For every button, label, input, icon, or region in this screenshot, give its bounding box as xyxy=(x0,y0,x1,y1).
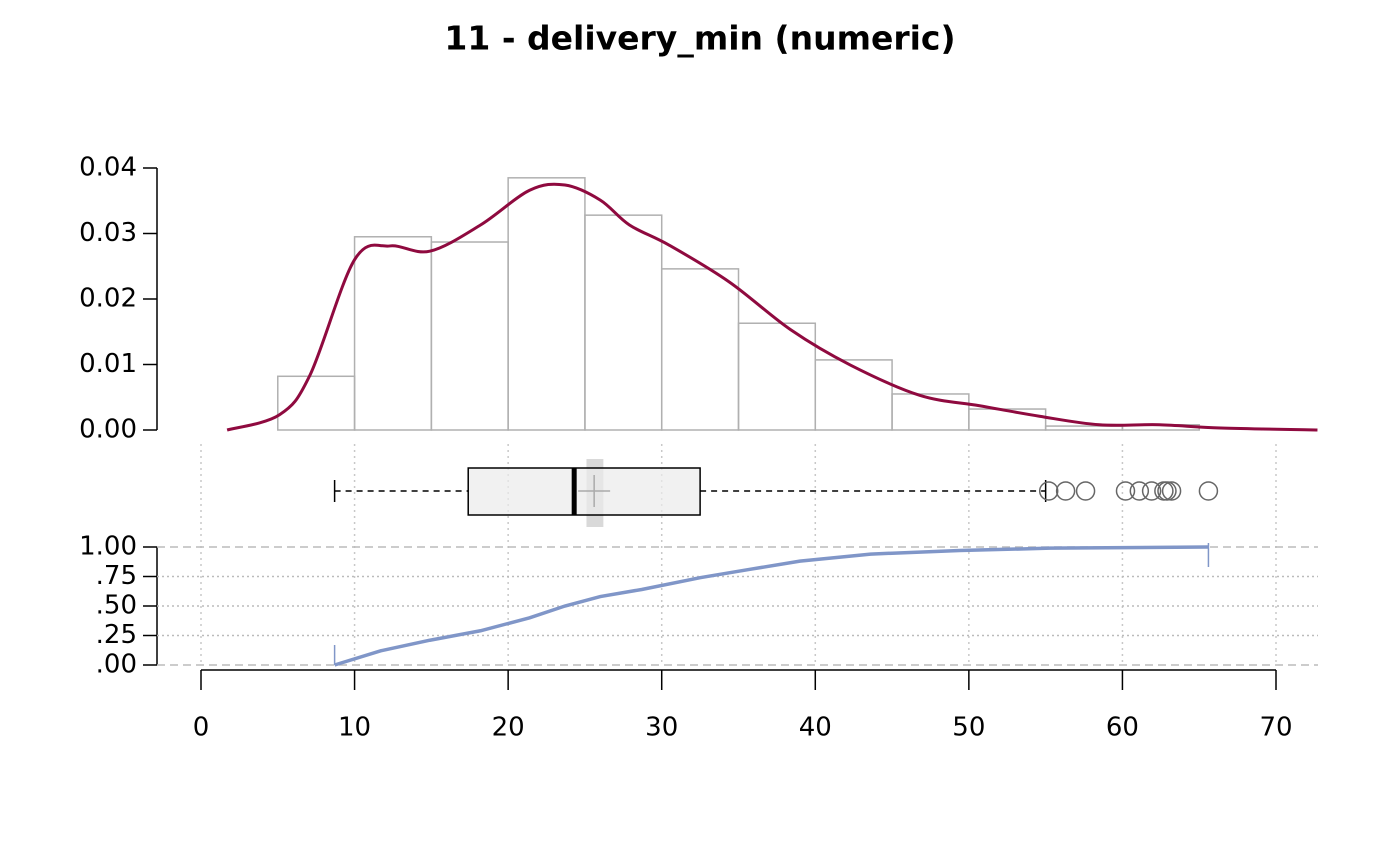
outlier xyxy=(1038,481,1059,501)
outlier xyxy=(1141,481,1162,501)
ecdf-line xyxy=(334,545,1209,667)
x-tick-label: 30 xyxy=(645,713,678,743)
outlier xyxy=(1161,481,1182,501)
x-tick-label: 20 xyxy=(492,713,525,743)
histogram-bar xyxy=(968,408,1047,431)
histogram-bar xyxy=(814,359,893,431)
x-tick-label: 60 xyxy=(1106,713,1139,743)
x-tick-label: 0 xyxy=(193,713,210,743)
y-tick-label: .25 xyxy=(96,620,137,650)
y-tick-label: 0.04 xyxy=(79,153,137,183)
outlier xyxy=(1157,481,1177,501)
outlier xyxy=(1198,481,1219,501)
histogram-bar xyxy=(430,241,509,431)
y-tick-label: 1.00 xyxy=(79,532,137,562)
histogram-bar xyxy=(507,177,586,431)
x-tick-label: 70 xyxy=(1259,713,1292,743)
outlier xyxy=(1115,481,1136,501)
outlier xyxy=(1055,481,1076,501)
y-tick-label: 0.00 xyxy=(79,415,137,445)
histogram-bar xyxy=(660,268,740,431)
x-tick-label: 10 xyxy=(338,713,371,743)
y-tick-label: .75 xyxy=(96,561,137,591)
histogram-bar xyxy=(277,375,356,431)
y-tick-label: 0.01 xyxy=(79,349,137,379)
x-tick-label: 40 xyxy=(799,713,832,743)
density-line xyxy=(226,182,1318,432)
y-tick-label: .00 xyxy=(96,650,137,680)
outlier xyxy=(1075,481,1096,501)
y-tick-label: .50 xyxy=(96,591,137,621)
chart-title: 11 - delivery_min (numeric) xyxy=(444,19,955,58)
y-tick-label: 0.02 xyxy=(79,284,137,314)
x-tick-label: 50 xyxy=(952,713,985,743)
outlier xyxy=(1129,481,1150,501)
histogram-bar xyxy=(353,236,433,431)
y-tick-label: 0.03 xyxy=(79,218,137,248)
histogram-bar xyxy=(584,214,663,431)
